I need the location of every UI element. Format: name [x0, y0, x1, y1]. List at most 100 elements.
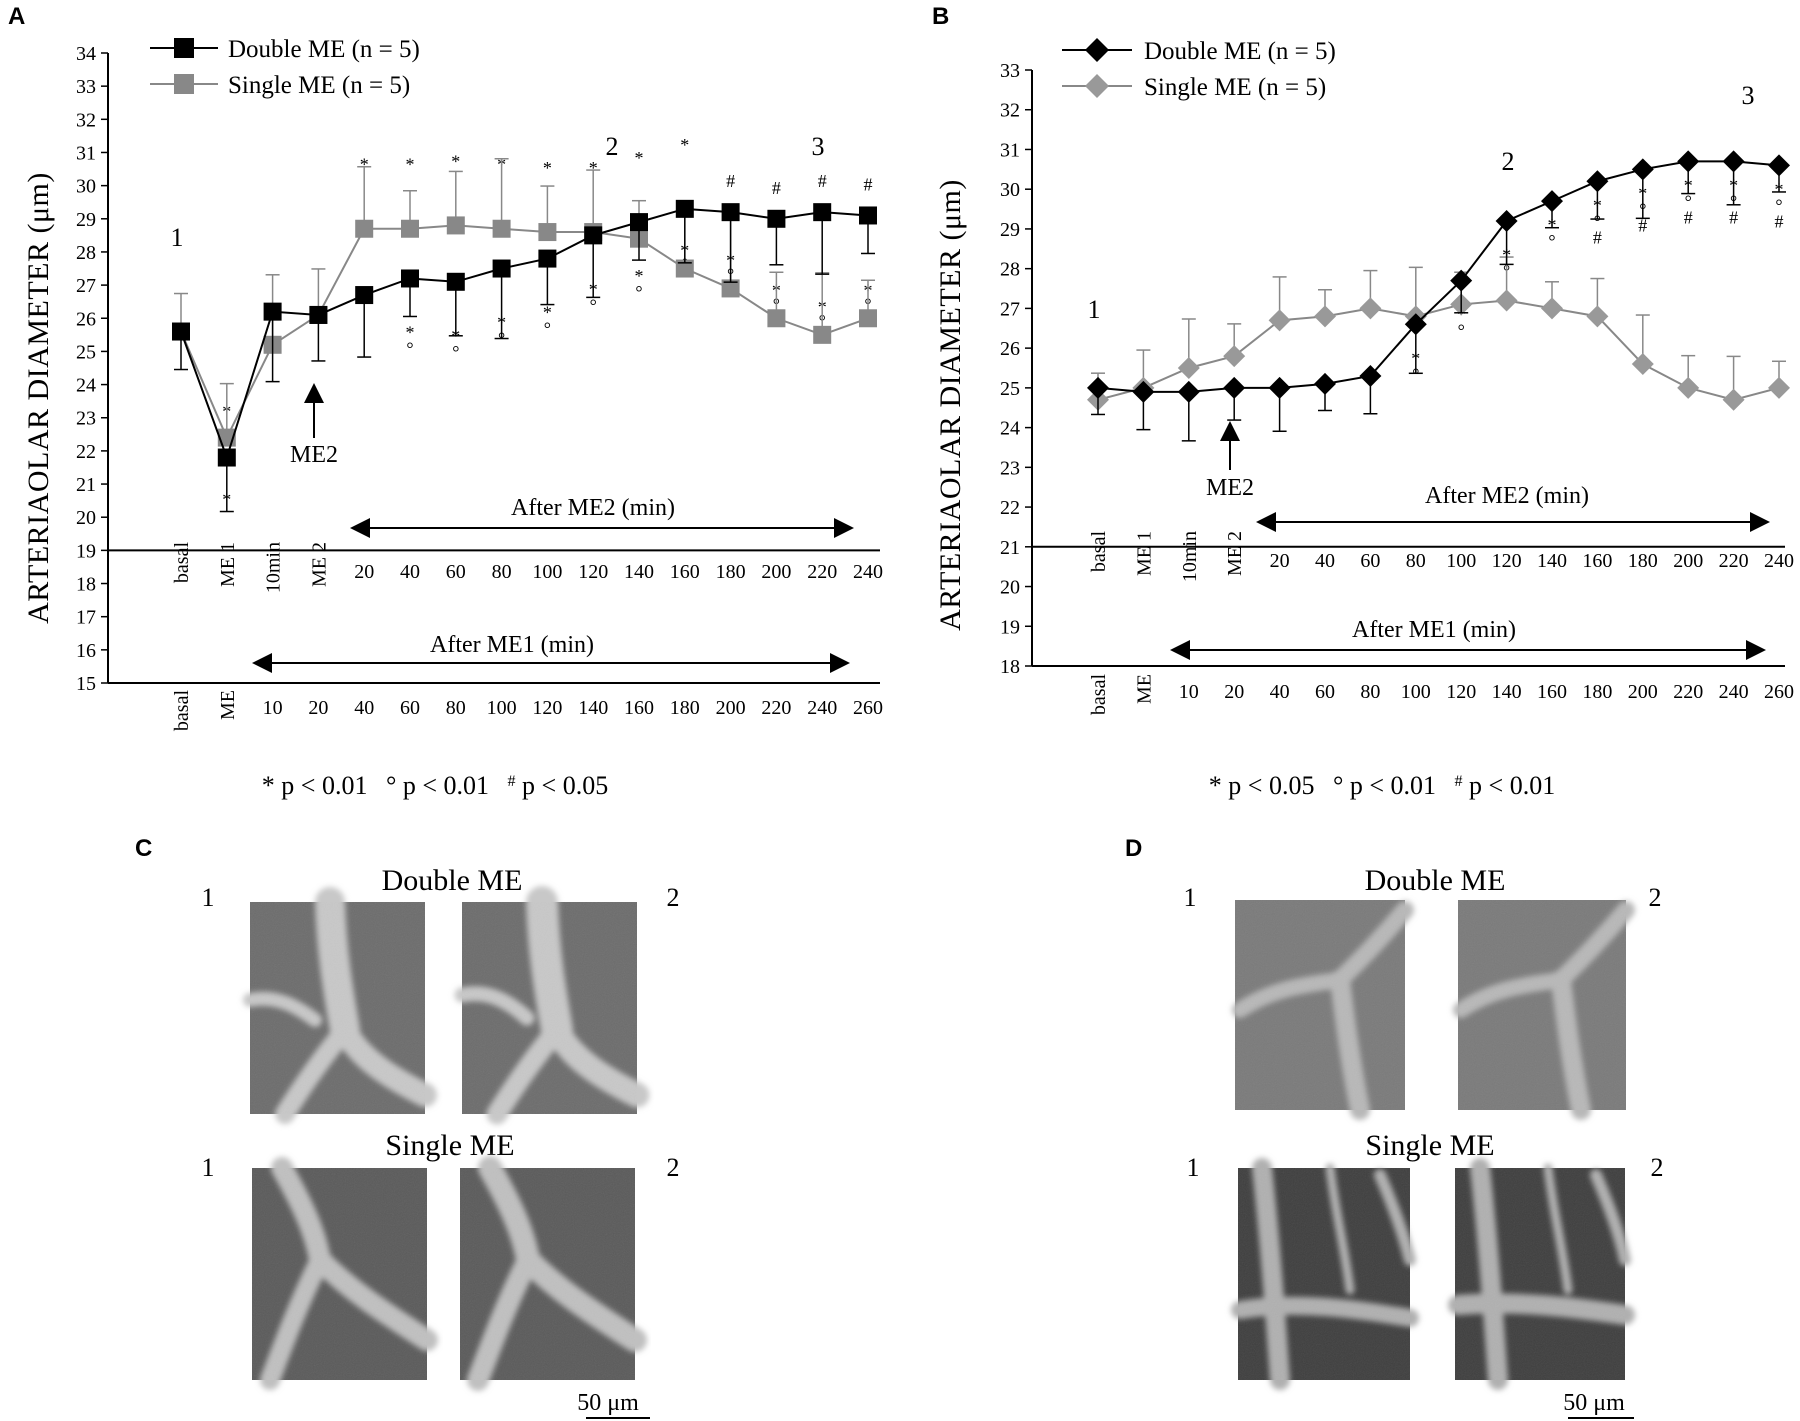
chart-b-footnote-a: p < 0.05	[1222, 771, 1315, 800]
upper-x-tick-label: 240	[1764, 550, 1794, 572]
panel-c-double-num-2: 2	[667, 883, 680, 912]
significance-hash: #	[726, 171, 735, 191]
significance-circle: °	[635, 282, 642, 302]
lower-x-tick-label: 120	[1446, 681, 1476, 703]
data-point-single	[1768, 376, 1790, 399]
micrograph-d-double-2	[1453, 900, 1635, 1120]
data-point-double	[309, 305, 328, 324]
data-point-double	[721, 203, 740, 222]
legend-single-marker	[1085, 74, 1109, 98]
legend-double-label: Double ME (n = 5)	[228, 36, 420, 63]
significance-star: *	[406, 155, 415, 175]
significance-circle: °	[544, 319, 551, 339]
upper-x-tick-label: 80	[492, 561, 512, 583]
chart-b-series	[1087, 150, 1790, 442]
y-tick-label: 27	[76, 275, 96, 297]
data-point-single	[1359, 297, 1382, 320]
upper-x-tick-label: 40	[400, 561, 420, 583]
lower-x-tick-label: 40	[1270, 681, 1290, 703]
y-tick-label: 24	[1000, 418, 1020, 440]
data-point-single	[675, 259, 694, 278]
y-tick-label: 23	[1000, 457, 1020, 479]
y-tick-label: 20	[1000, 577, 1020, 599]
chart-b-footnote-b: p < 0.01	[1343, 771, 1436, 800]
panel-d-scale-label: 50 μm	[1563, 1390, 1625, 1416]
panel-letter-d: D	[1125, 835, 1142, 862]
data-point-double	[675, 199, 694, 218]
lower-x-tick-label: 20	[1224, 681, 1244, 703]
y-tick-label: 16	[76, 640, 96, 662]
data-point-single	[492, 219, 511, 238]
series-line-double	[1097, 160, 1780, 393]
y-tick-label: 17	[76, 607, 96, 629]
chart-a-footnote-mark-c: #	[508, 773, 516, 790]
legend-single-label: Single ME (n = 5)	[1144, 74, 1326, 101]
significance-circle: °	[1412, 364, 1419, 384]
data-point-double	[1087, 376, 1109, 399]
y-tick-label: 19	[1000, 616, 1020, 638]
upper-x-tick-label: 40	[1315, 550, 1335, 572]
significance-hash: #	[1775, 211, 1784, 231]
lower-x-tick-label: 180	[670, 697, 700, 719]
chart-a-point-2: 2	[606, 132, 619, 161]
significance-circle: °	[1685, 191, 1692, 211]
panel-letter-a: A	[8, 3, 25, 30]
chart-b-footnote-mark-c: #	[1455, 773, 1463, 790]
upper-x-tick-label: 220	[1719, 550, 1749, 572]
upper-x-tick-label: 220	[807, 561, 837, 583]
data-point-double	[1631, 158, 1654, 181]
data-point-single	[538, 223, 557, 242]
lower-x-tick-label: 220	[761, 697, 791, 719]
lower-x-tick-label: 120	[532, 697, 562, 719]
lower-x-tick-label: 260	[1764, 681, 1794, 703]
chart-a-legend: Double ME (n = 5) Single ME (n = 5)	[150, 36, 420, 99]
panel-c-double-num-1: 1	[202, 883, 215, 912]
significance-star: *	[543, 158, 552, 178]
upper-x-tick-label: 20	[1270, 550, 1290, 572]
significance-hash: #	[1684, 207, 1693, 227]
panel-d-single-title: Single ME	[1365, 1129, 1494, 1162]
significance-circle: °	[406, 338, 413, 358]
data-point-double	[1495, 209, 1518, 232]
data-point-double	[630, 213, 648, 232]
data-point-double	[584, 226, 603, 245]
data-point-single	[1314, 305, 1336, 328]
panel-d-double-num-2: 2	[1649, 883, 1662, 912]
micrograph-c-double-1	[243, 887, 437, 1124]
panel-d-micrographs: Double ME 1 2 Single ME 1 2	[1184, 864, 1664, 1419]
upper-x-tick-label: ME 2	[1224, 531, 1246, 576]
y-tick-label: 30	[1000, 179, 1020, 201]
legend-double-marker	[1085, 38, 1109, 62]
upper-x-tick-label: ME 2	[308, 542, 330, 587]
y-tick-label: 31	[76, 142, 96, 164]
lower-x-tick-label: 10	[1179, 681, 1199, 703]
y-tick-label: 26	[1000, 338, 1020, 360]
significance-star: *	[635, 148, 644, 168]
upper-x-tick-label: basal	[171, 542, 193, 584]
legend-double-marker	[174, 38, 194, 58]
significance-star: *	[406, 322, 415, 342]
y-tick-label: 19	[76, 540, 96, 562]
upper-x-tick-label: 240	[853, 561, 883, 583]
y-tick-label: 33	[1000, 60, 1020, 82]
upper-x-tick-label: 140	[624, 561, 654, 583]
micrograph-c-single-1	[252, 1157, 438, 1390]
chart-a-footnote-b: p < 0.01	[396, 771, 489, 800]
panel-c-scale-label: 50 μm	[577, 1390, 639, 1416]
upper-x-tick-label: 80	[1406, 550, 1426, 572]
data-point-single	[1631, 353, 1654, 376]
data-point-double	[1177, 380, 1200, 403]
lower-x-tick-label: 240	[807, 697, 837, 719]
panel-c-single-num-2: 2	[667, 1153, 680, 1182]
lower-x-tick-label: 100	[487, 697, 517, 719]
upper-x-tick-label: basal	[1088, 531, 1110, 573]
upper-x-tick-label: 140	[1537, 550, 1567, 572]
panel-c-single-num-1: 1	[202, 1153, 215, 1182]
y-tick-label: 29	[1000, 219, 1020, 241]
panel-c-double-title: Double ME	[382, 864, 523, 897]
chart-b-point-2: 2	[1502, 147, 1515, 176]
chart-b-footnote-mark-b: °	[1333, 771, 1343, 800]
y-tick-label: 21	[76, 474, 96, 496]
